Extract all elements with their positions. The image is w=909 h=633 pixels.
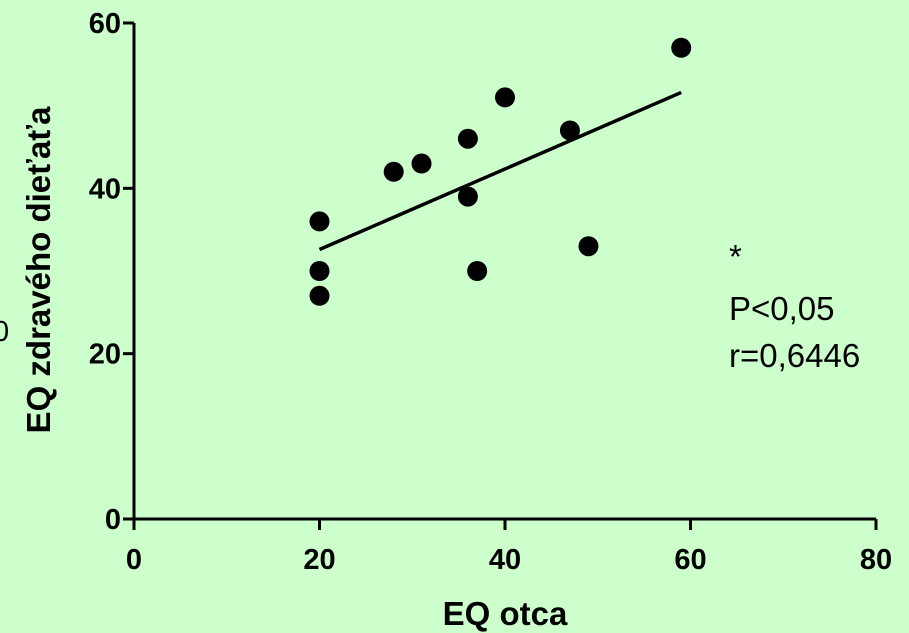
annotation-asterisk: * <box>729 238 742 275</box>
data-point <box>671 37 692 58</box>
y-tick-labels: 0 20 40 60 <box>89 8 121 536</box>
data-point <box>457 186 478 207</box>
x-axis-title: EQ otca <box>443 595 568 632</box>
data-point <box>578 236 599 257</box>
y-tick-label: 0 <box>105 504 121 536</box>
axes <box>123 21 878 530</box>
x-tick-label: 80 <box>860 544 892 576</box>
y-axis-title: EQ zdravého dieťaťa <box>20 106 57 434</box>
data-point <box>457 128 478 149</box>
x-tick-labels: 0 20 40 60 80 <box>126 544 892 576</box>
data-point <box>383 161 404 182</box>
y-tick-label: 20 <box>89 339 121 371</box>
data-point <box>309 211 330 232</box>
data-point <box>559 120 580 141</box>
data-point <box>309 261 330 281</box>
data-points <box>309 37 692 306</box>
x-tick-label: 0 <box>126 544 142 576</box>
data-point <box>309 285 330 306</box>
regression-line-group <box>318 90 682 252</box>
x-tick-label: 20 <box>303 544 335 576</box>
x-tick-label: 40 <box>489 544 521 576</box>
x-tick-label: 60 <box>674 544 706 576</box>
y-tick-label: 60 <box>89 8 121 40</box>
annotation-r-value: r=0,6446 <box>729 337 860 374</box>
y-tick-label: 40 <box>89 173 121 205</box>
data-point <box>495 87 515 108</box>
stray-label: 0 <box>0 316 9 348</box>
data-point <box>467 261 488 281</box>
data-point <box>411 153 432 174</box>
regression-line <box>318 90 682 252</box>
annotation-p-value: P<0,05 <box>729 290 835 327</box>
